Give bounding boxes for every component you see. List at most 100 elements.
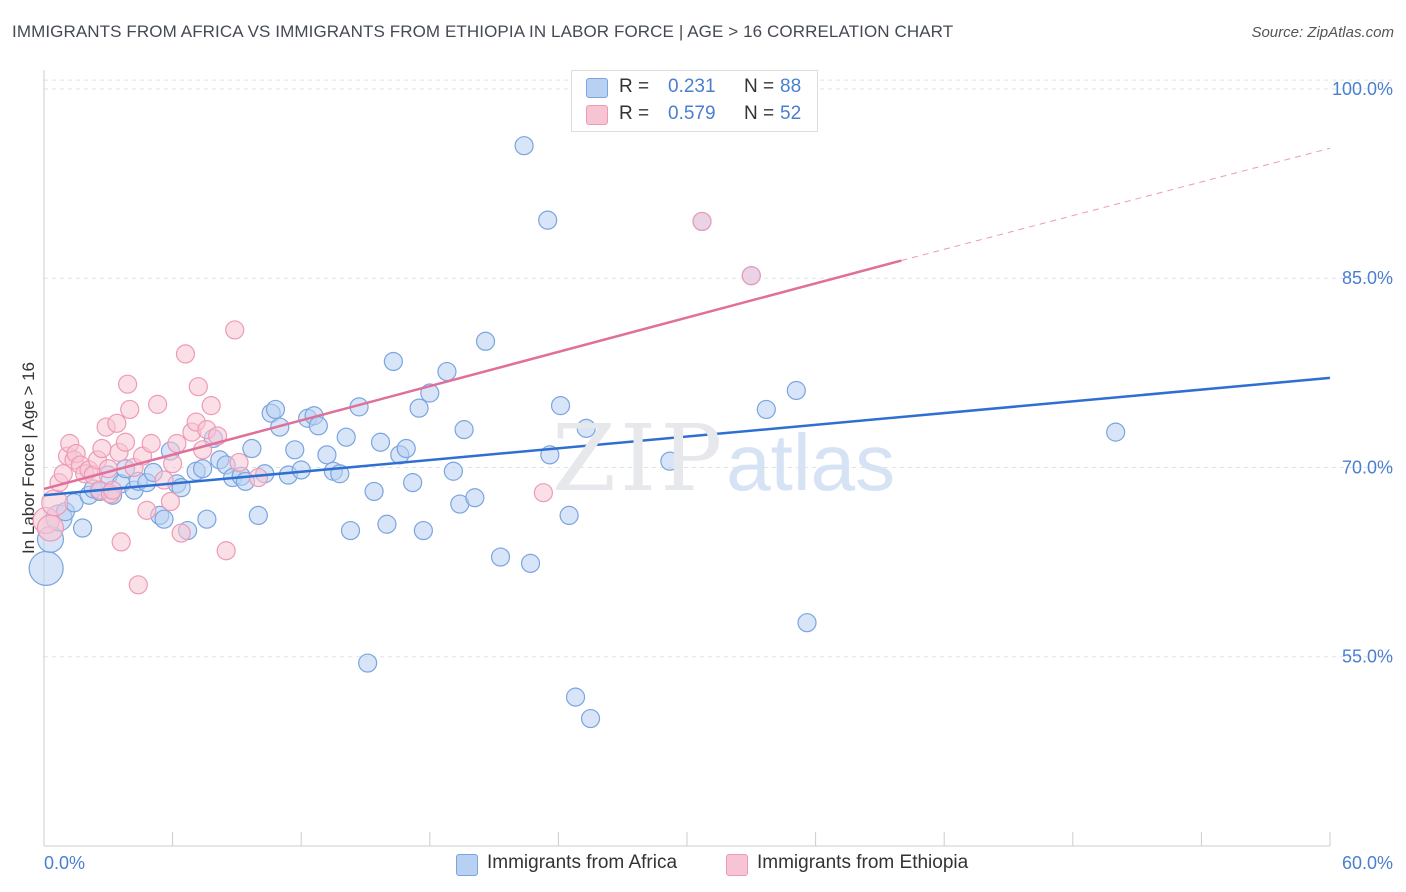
data-point bbox=[128, 575, 148, 595]
data-point bbox=[514, 136, 534, 156]
data-point bbox=[308, 416, 328, 436]
ethiopia-trend-extension bbox=[901, 147, 1331, 262]
data-point bbox=[358, 653, 378, 673]
data-point bbox=[550, 396, 571, 416]
data-point bbox=[437, 361, 457, 382]
data-point bbox=[741, 266, 761, 286]
data-point bbox=[786, 380, 806, 401]
data-point bbox=[475, 331, 496, 351]
data-point bbox=[242, 438, 262, 459]
data-point bbox=[229, 452, 249, 473]
legend-r-label: R = bbox=[619, 103, 650, 124]
data-point bbox=[160, 491, 181, 512]
data-point bbox=[193, 459, 213, 479]
data-point bbox=[454, 420, 474, 440]
data-point bbox=[98, 459, 118, 479]
data-point bbox=[538, 210, 558, 230]
ethiopia-swatch bbox=[586, 105, 608, 125]
data-point bbox=[580, 708, 601, 729]
data-point bbox=[197, 509, 217, 529]
ethiopia-trend-line bbox=[43, 259, 902, 491]
data-point bbox=[167, 433, 187, 454]
data-point bbox=[72, 518, 93, 538]
series-africa-points bbox=[28, 136, 1126, 729]
data-point bbox=[520, 553, 541, 573]
legend-r-value: 0.231 bbox=[668, 76, 716, 97]
y-tick-label: 85.0% bbox=[1342, 268, 1393, 288]
data-point bbox=[216, 541, 236, 561]
data-point bbox=[285, 440, 305, 460]
data-point bbox=[175, 344, 196, 364]
y-axis-label: In Labor Force | Age > 16 bbox=[19, 362, 38, 554]
data-point bbox=[225, 320, 245, 340]
data-point bbox=[465, 488, 485, 508]
data-point bbox=[36, 514, 65, 542]
data-point bbox=[188, 377, 208, 397]
y-tick-label: 70.0% bbox=[1342, 457, 1393, 477]
data-point bbox=[107, 413, 127, 433]
data-point bbox=[120, 399, 140, 420]
data-point bbox=[559, 505, 579, 526]
data-point bbox=[533, 483, 553, 503]
data-point bbox=[117, 374, 138, 394]
legend-r-label: R = bbox=[619, 76, 650, 97]
legend-n-value: 52 bbox=[780, 103, 802, 124]
legend-n-value: 88 bbox=[780, 76, 802, 97]
series-ethiopia-points bbox=[32, 211, 761, 595]
data-point bbox=[443, 461, 463, 481]
africa-swatch bbox=[586, 78, 608, 98]
africa-trend-line bbox=[43, 376, 1331, 497]
x-ticks bbox=[172, 832, 1331, 846]
data-point bbox=[383, 351, 403, 372]
data-point bbox=[28, 550, 64, 587]
data-point bbox=[154, 509, 174, 529]
data-point bbox=[115, 432, 136, 452]
data-point bbox=[248, 467, 268, 488]
x-tick-label-max: 60.0% bbox=[1342, 853, 1393, 873]
data-point bbox=[141, 433, 161, 454]
data-point bbox=[565, 687, 586, 707]
source-credit: Source: ZipAtlas.com bbox=[1251, 24, 1394, 41]
data-point bbox=[171, 523, 191, 543]
data-point bbox=[265, 399, 286, 420]
data-point bbox=[409, 398, 429, 418]
data-point bbox=[370, 432, 391, 452]
watermark-atlas: atlas bbox=[726, 418, 896, 507]
data-point bbox=[336, 427, 356, 447]
data-point bbox=[193, 440, 213, 460]
data-point bbox=[1106, 422, 1126, 442]
data-point bbox=[340, 520, 361, 541]
data-point bbox=[377, 514, 397, 534]
data-point bbox=[692, 211, 712, 232]
legend-n-label: N = bbox=[744, 76, 775, 97]
trend-lines bbox=[43, 147, 1331, 497]
africa-legend-swatch bbox=[456, 854, 478, 876]
data-point bbox=[137, 500, 157, 520]
data-point bbox=[576, 418, 596, 438]
gridlines bbox=[44, 79, 1393, 658]
correlation-legend: R = 0.231 N = 88 R = 0.579 N = 52 bbox=[571, 70, 818, 132]
data-point bbox=[154, 470, 174, 490]
africa-legend-label: Immigrants from Africa bbox=[487, 852, 678, 873]
zipatlas-watermark: ZIPatlas bbox=[552, 405, 895, 512]
data-point bbox=[396, 438, 416, 459]
data-point bbox=[364, 481, 384, 502]
data-point bbox=[201, 396, 221, 416]
ethiopia-legend-label: Immigrants from Ethiopia bbox=[757, 852, 969, 873]
legend-n-label: N = bbox=[744, 103, 775, 124]
x-tick-label-min: 0.0% bbox=[44, 853, 85, 873]
watermark-zip: ZIP bbox=[552, 405, 727, 512]
data-point bbox=[413, 520, 433, 541]
data-point bbox=[797, 613, 817, 633]
data-point bbox=[248, 505, 268, 526]
data-point bbox=[403, 473, 423, 493]
ethiopia-legend-swatch bbox=[726, 854, 748, 876]
data-point bbox=[147, 394, 168, 414]
data-point bbox=[756, 399, 776, 420]
y-tick-label: 55.0% bbox=[1342, 647, 1393, 667]
legend-r-value: 0.579 bbox=[668, 103, 716, 124]
y-tick-labels: 55.0% 70.0% 85.0% 100.0% bbox=[1332, 79, 1393, 667]
chart-title: IMMIGRANTS FROM AFRICA VS IMMIGRANTS FRO… bbox=[12, 22, 954, 41]
data-point bbox=[660, 451, 680, 471]
